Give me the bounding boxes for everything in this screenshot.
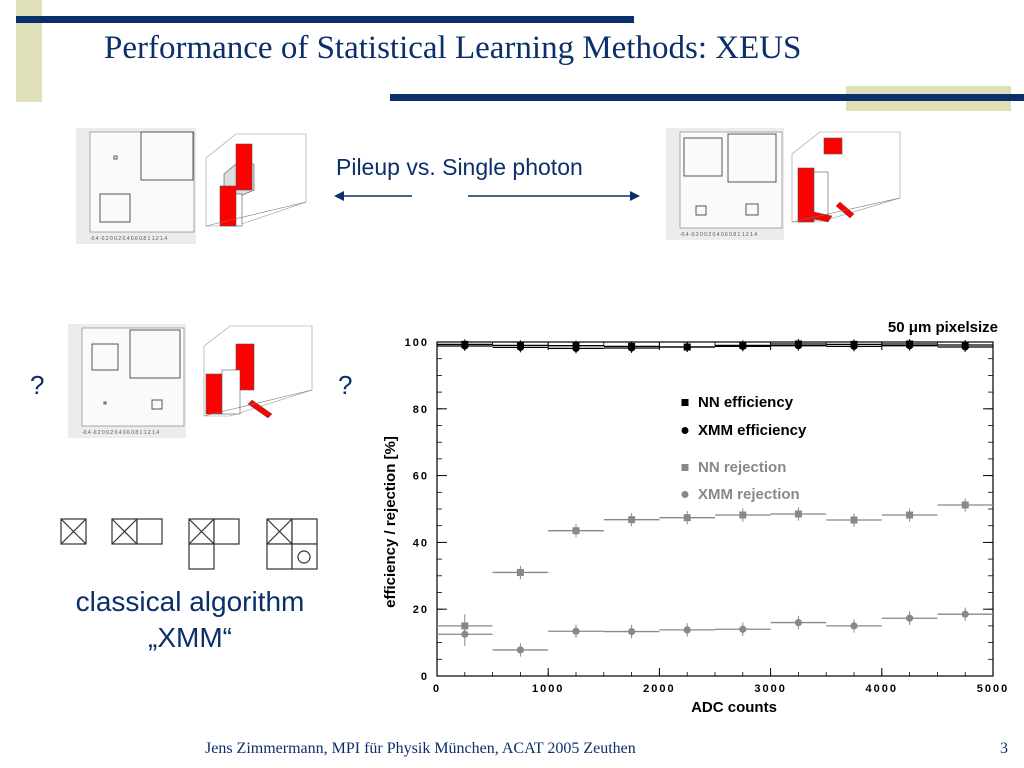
question-mark-left: ? bbox=[30, 370, 45, 400]
data-point-square bbox=[739, 511, 747, 519]
data-point-circle bbox=[794, 342, 802, 350]
header-rule-bottom bbox=[390, 94, 1024, 101]
data-point-circle bbox=[628, 344, 636, 352]
data-point-circle bbox=[572, 627, 580, 635]
data-point-square bbox=[516, 568, 524, 576]
series-nn-rejection bbox=[437, 498, 993, 638]
legend-label: NN rejection bbox=[698, 459, 786, 476]
pileup-2d-map-left: -0.4 -0.2 0 0.2 0.4 0.6 0.8 1 1.2 1.4 bbox=[76, 128, 196, 244]
y-tick-label: 80 bbox=[413, 404, 429, 416]
data-point-square bbox=[683, 514, 691, 522]
x-tick-label: 0 bbox=[433, 683, 441, 695]
data-point-circle bbox=[461, 342, 469, 350]
unknown-3d-hist-graphic bbox=[203, 325, 313, 419]
x-tick-label: 5000 bbox=[977, 683, 1009, 695]
classical-algorithm-label: classical algorithm „XMM“ bbox=[40, 584, 340, 656]
data-point-circle bbox=[683, 343, 691, 351]
data-point-circle bbox=[516, 646, 524, 654]
legend-marker-circle bbox=[681, 491, 689, 498]
series-xmm-efficiency bbox=[437, 340, 993, 354]
data-point-circle bbox=[739, 342, 747, 350]
x-axis-label: ADC counts bbox=[691, 699, 777, 716]
data-point-circle bbox=[516, 343, 524, 351]
legend-label: NN efficiency bbox=[698, 394, 794, 411]
data-point-square bbox=[850, 516, 858, 524]
data-point-circle bbox=[461, 630, 469, 638]
arrow-right-icon bbox=[468, 191, 640, 201]
single-3d-hist-right bbox=[784, 128, 904, 240]
data-point-circle bbox=[683, 626, 691, 634]
data-point-circle bbox=[850, 342, 858, 350]
unknown-2d-map-graphic: -0.4 -0.2 0 0.2 0.4 0.6 0.8 1 1.2 1.4 bbox=[81, 327, 185, 436]
svg-text:-0.4 -0.2 0 0.2 0.4 0.6 0.8 1: -0.4 -0.2 0 0.2 0.4 0.6 0.8 1 1.2 1.4 bbox=[680, 232, 757, 238]
chart-title: 50 μm pixelsize bbox=[888, 319, 998, 336]
data-point-circle bbox=[739, 625, 747, 633]
y-tick-label: 0 bbox=[421, 671, 429, 683]
series-xmm-rejection bbox=[437, 607, 993, 657]
svg-text:-0.4 -0.2 0 0.2 0.4 0.6 0.8 1: -0.4 -0.2 0 0.2 0.4 0.6 0.8 1 1.2 1.4 bbox=[82, 430, 159, 436]
data-point-circle bbox=[794, 618, 802, 627]
unknown-3d-hist bbox=[190, 324, 316, 436]
legend-label: XMM rejection bbox=[698, 486, 800, 503]
legend-label: XMM efficiency bbox=[698, 422, 807, 439]
chart-legend: NN efficiency XMM efficiency NN rejection X… bbox=[681, 394, 807, 503]
data-point-circle bbox=[572, 344, 580, 352]
y-axis-label: efficiency / rejection [%] bbox=[382, 436, 399, 608]
header-rule-top bbox=[16, 16, 634, 23]
footer-text: Jens Zimmermann, MPI für Physik München,… bbox=[205, 740, 636, 757]
y-tick-label: 60 bbox=[413, 471, 429, 483]
single-2d-map-right-graphic: -0.4 -0.2 0 0.2 0.4 0.6 0.8 1 1.2 1.4 bbox=[679, 131, 783, 238]
chart-marks bbox=[437, 338, 993, 657]
classical-line-2: „XMM“ bbox=[148, 622, 232, 653]
y-tick-label: 40 bbox=[413, 537, 429, 549]
data-point-circle bbox=[906, 614, 914, 622]
data-point-square bbox=[572, 527, 580, 535]
y-tick-label: 100 bbox=[405, 337, 429, 349]
data-point-square bbox=[628, 516, 636, 524]
arrow-left-icon bbox=[334, 191, 412, 201]
question-mark-right: ? bbox=[338, 370, 353, 400]
x-tick-label: 3000 bbox=[754, 683, 786, 695]
unknown-2d-map: -0.4 -0.2 0 0.2 0.4 0.6 0.8 1 1.2 1.4 bbox=[68, 324, 186, 438]
slide-title: Performance of Statistical Learning Meth… bbox=[104, 30, 802, 66]
single-3d-hist-right-graphic bbox=[791, 131, 901, 223]
data-point-square bbox=[906, 511, 914, 519]
data-point-circle bbox=[961, 610, 969, 618]
chart-axes: 0 1000 2000 3000 4000 5000 0 20 40 60 80 100 bbox=[405, 337, 1009, 695]
page-number: 3 bbox=[1000, 740, 1008, 757]
data-point-circle bbox=[850, 622, 858, 630]
data-point-square bbox=[794, 510, 802, 518]
data-point-square bbox=[961, 501, 969, 509]
data-point-circle bbox=[961, 343, 969, 351]
pileup-2d-map-left-graphic: -0.4 -0.2 0 0.2 0.4 0.6 0.8 1 1.2 1.4 bbox=[89, 131, 195, 242]
svg-text:-0.4 -0.2 0 0.2 0.4 0.6 0.8 1: -0.4 -0.2 0 0.2 0.4 0.6 0.8 1 1.2 1.4 bbox=[90, 236, 167, 242]
data-point-circle bbox=[906, 342, 914, 350]
xmm-pattern-diagram bbox=[60, 518, 318, 570]
legend-marker-square bbox=[681, 464, 689, 471]
x-tick-label: 2000 bbox=[643, 683, 675, 695]
y-tick-label: 20 bbox=[413, 604, 429, 616]
pileup-3d-hist-left-graphic bbox=[205, 133, 307, 227]
x-tick-label: 1000 bbox=[532, 683, 564, 695]
single-2d-map-right: -0.4 -0.2 0 0.2 0.4 0.6 0.8 1 1.2 1.4 bbox=[666, 128, 784, 240]
efficiency-rejection-chart: 50 μm pixelsize 0 1000 2000 3000 4000 5000 0 20… bbox=[382, 319, 1009, 716]
legend-marker-square bbox=[681, 399, 689, 406]
legend-marker-circle bbox=[681, 427, 689, 434]
x-tick-label: 4000 bbox=[866, 683, 898, 695]
pileup-label: Pileup vs. Single photon bbox=[336, 154, 583, 180]
pileup-3d-hist-left bbox=[196, 128, 312, 244]
classical-line-1: classical algorithm bbox=[75, 586, 305, 617]
data-point-circle bbox=[628, 627, 636, 636]
